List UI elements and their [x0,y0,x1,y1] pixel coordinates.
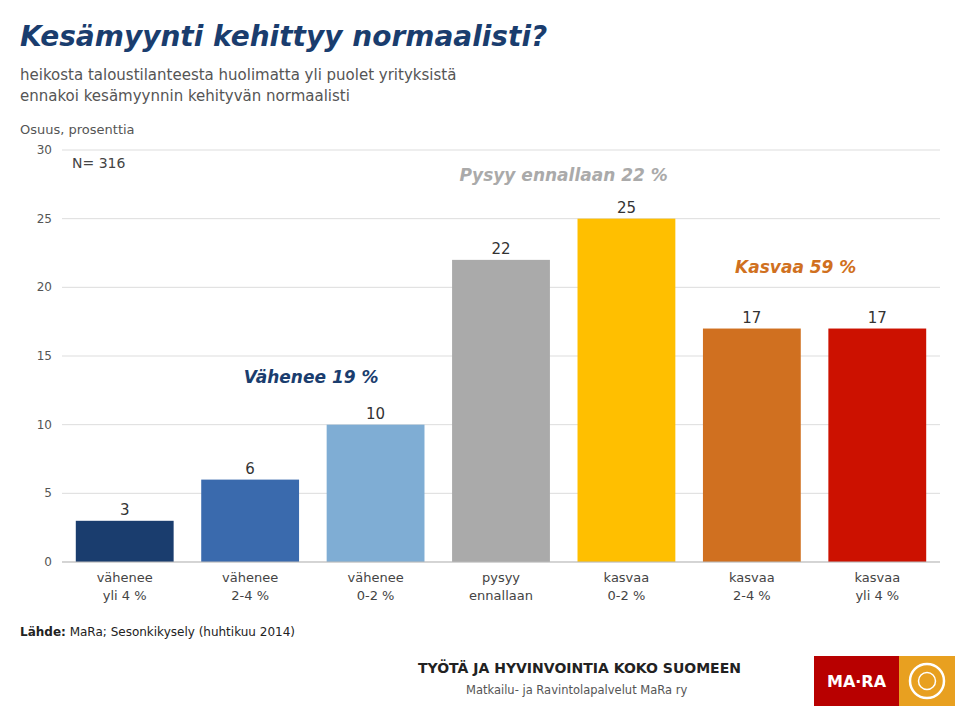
source-text: MaRa; Sesonkikysely (huhtikuu 2014) [66,625,295,639]
subtitle: heikosta taloustilanteesta huolimatta yl… [20,66,456,84]
data-label: 3 [120,501,130,519]
title: Kesämyynti kehittyy normaalisti? [20,20,547,53]
data-label: 25 [617,199,636,217]
x-tick-label-line: 0-2 % [608,588,646,603]
x-tick-label-line: yli 4 % [103,588,147,603]
y-axis-label: Osuus, prosenttia [20,122,135,137]
logo-circle-inner [919,673,936,690]
bar [828,329,926,562]
logo-text: MA·RA [827,672,887,691]
grid [62,150,940,562]
data-label: 22 [491,240,510,258]
bar [76,521,174,562]
annotation: Kasvaa 59 % [735,257,856,277]
x-tick-label-line: vähenee [222,570,278,585]
y-tick-label: 10 [37,418,52,432]
x-axis-line [62,562,940,563]
data-label: 10 [366,405,385,423]
data-label: 17 [742,309,761,327]
annotation: Vähenee 19 % [244,367,379,387]
logo-circle [910,664,944,698]
bar [452,260,550,562]
y-tick-label: 20 [37,280,52,294]
x-tick-label-line: kasvaa [729,570,775,585]
y-tick-label: 25 [37,212,52,226]
subtitle: ennakoi kesämyynnin kehityvän normaalist… [20,87,350,105]
logo-box [814,656,899,706]
x-tick-label-line: 0-2 % [357,588,395,603]
y-tick-label: 5 [44,486,52,500]
x-tick-label-line: 2-4 % [733,588,771,603]
grid-line [62,218,940,219]
chart: Kesämyynti kehittyy normaalisti? heikosta… [0,0,960,712]
bar [703,329,801,562]
footer: TYÖTÄ JA HYVINVOINTIA KOKO SUOMEEN [418,659,741,676]
bar [327,425,425,562]
x-tick-label: pysyy ennallaan [469,570,533,603]
grid-line [62,150,940,151]
bars [76,219,926,562]
x-tick-label-line: 2-4 % [231,588,269,603]
logo-emblem [899,656,955,706]
bar [201,480,299,562]
grid-line [62,562,940,563]
x-tick-label: kasvaa 0-2 % [604,570,650,603]
footer-sub: Matkailu- ja Ravintolapalvelut MaRa ry [466,683,687,697]
x-tick-label: vähenee yli 4 % [97,570,153,603]
x-tick-label-line: vähenee [348,570,404,585]
data-label: 6 [245,460,255,478]
source-label: Lähde: [20,625,66,639]
x-tick-label-line: pysyy [482,570,520,585]
x-tick-label-line: yli 4 % [855,588,899,603]
x-tick-label: kasvaa yli 4 % [854,570,900,603]
note: N= 316 [72,155,125,171]
x-tick-label: kasvaa 2-4 % [729,570,775,603]
x-tick-label-line: vähenee [97,570,153,585]
data-label: 17 [868,309,887,327]
source: Lähde: MaRa; Sesonkikysely (huhtikuu 201… [20,625,295,639]
y-tick-label: 15 [37,349,52,363]
x-tick-label-line: kasvaa [604,570,650,585]
x-tick-label: vähenee 0-2 % [348,570,404,603]
y-tick-label: 0 [44,555,52,569]
annotation: Pysyy ennallaan 22 % [460,165,668,185]
x-tick-label: vähenee 2-4 % [222,570,278,603]
y-tick-label: 30 [37,143,52,157]
bar [578,219,676,562]
x-tick-label-line: ennallaan [469,588,533,603]
x-tick-label-line: kasvaa [854,570,900,585]
